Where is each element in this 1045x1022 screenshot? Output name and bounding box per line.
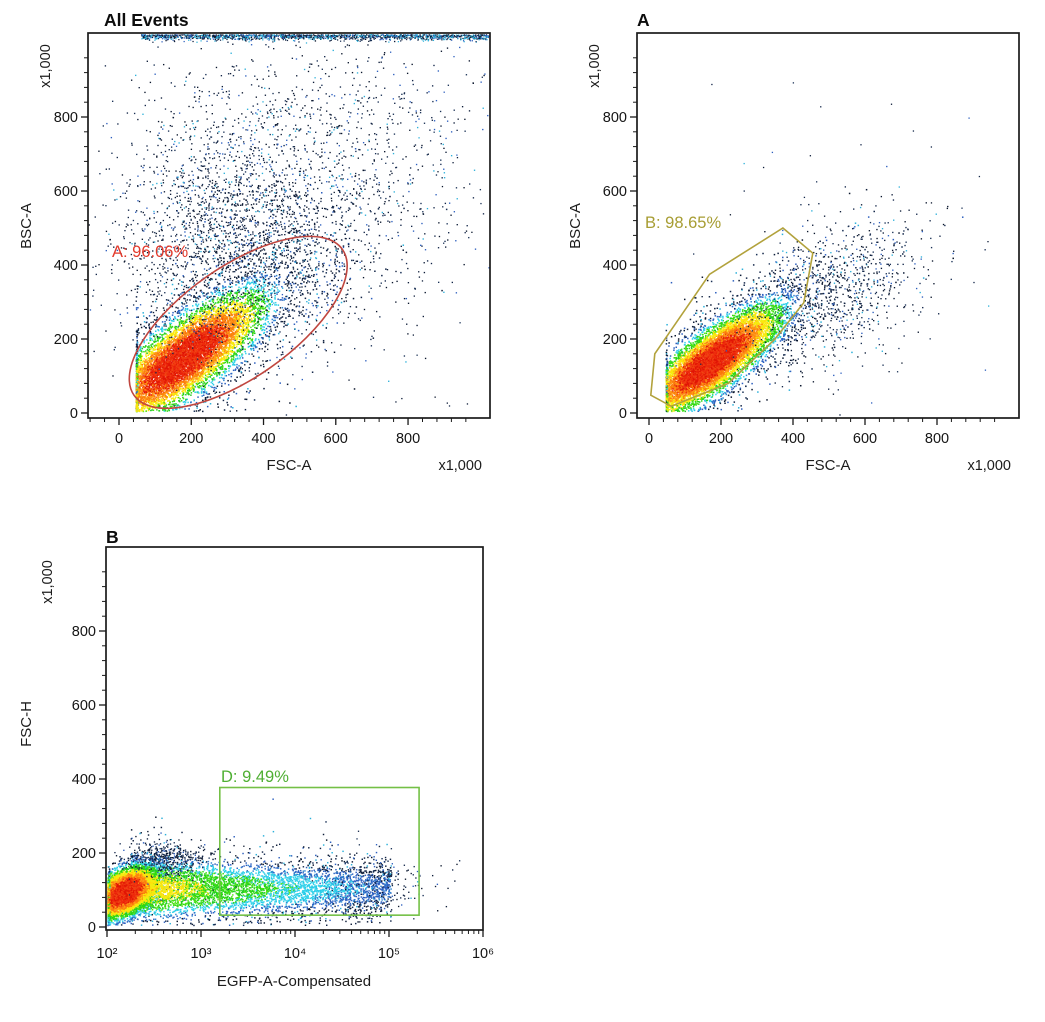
x-tick-label: 10³ [191,946,212,962]
plot-title: All Events [104,10,189,30]
y-axis-label: BSC-A [18,203,35,249]
plot-title: A [637,10,650,30]
plot-title: B [106,527,119,547]
y-tick-label: 0 [88,920,96,936]
x-tick-label: 600 [853,431,877,447]
x-tick-label: 800 [925,431,949,447]
x-tick-label: 0 [645,431,653,447]
x-tick-label: 600 [324,431,348,447]
gate-label-A: A: 96.06% [112,243,188,261]
x-axis-multiplier: x1,000 [438,458,482,474]
y-tick-label: 800 [54,110,78,126]
y-tick-label: 200 [72,846,96,862]
gate-layer [102,204,374,441]
y-axis-label: FSC-H [18,701,35,747]
gate-layer [219,786,420,916]
gate-D-rect[interactable] [219,786,420,916]
y-axis-multiplier: x1,000 [38,44,54,88]
y-tick-label: 400 [603,258,627,274]
x-tick-label: 10⁴ [284,946,306,962]
y-tick-label: 200 [54,332,78,348]
x-tick-label: 400 [781,431,805,447]
gate-label-B: B: 98.65% [645,214,721,232]
y-axis-multiplier: x1,000 [40,560,56,604]
y-axis-label: BSC-A [567,203,584,249]
gate-A-ellipse[interactable] [102,204,374,441]
y-tick-label: 600 [54,184,78,200]
axes-layer: 0 200 400 600 800 0 200 400 600 800 [54,32,491,447]
gate-label-D: D: 9.49% [221,768,289,786]
x-tick-label: 400 [251,431,275,447]
x-axis-label: FSC-A [806,457,851,474]
x-tick-label: 10² [97,946,118,962]
y-axis-multiplier: x1,000 [587,44,603,88]
x-axis-label: FSC-A [267,457,312,474]
y-tick-label: 800 [603,110,627,126]
x-tick-label: 10⁶ [472,946,494,962]
x-axis-multiplier: x1,000 [967,458,1011,474]
x-axis-label: EGFP-A-Compensated [217,973,371,990]
x-tick-label: 0 [115,431,123,447]
y-tick-label: 400 [54,258,78,274]
x-tick-label: 10⁵ [378,946,400,962]
gate-B-polygon[interactable] [649,227,814,408]
y-tick-label: 400 [72,772,96,788]
x-tick-label: 200 [709,431,733,447]
y-tick-label: 0 [619,406,627,422]
y-tick-label: 800 [72,624,96,640]
y-tick-label: 0 [70,406,78,422]
x-tick-label: 800 [396,431,420,447]
x-tick-label: 200 [179,431,203,447]
gate-layer [649,227,814,408]
y-tick-label: 200 [603,332,627,348]
y-tick-label: 600 [72,698,96,714]
y-tick-label: 600 [603,184,627,200]
